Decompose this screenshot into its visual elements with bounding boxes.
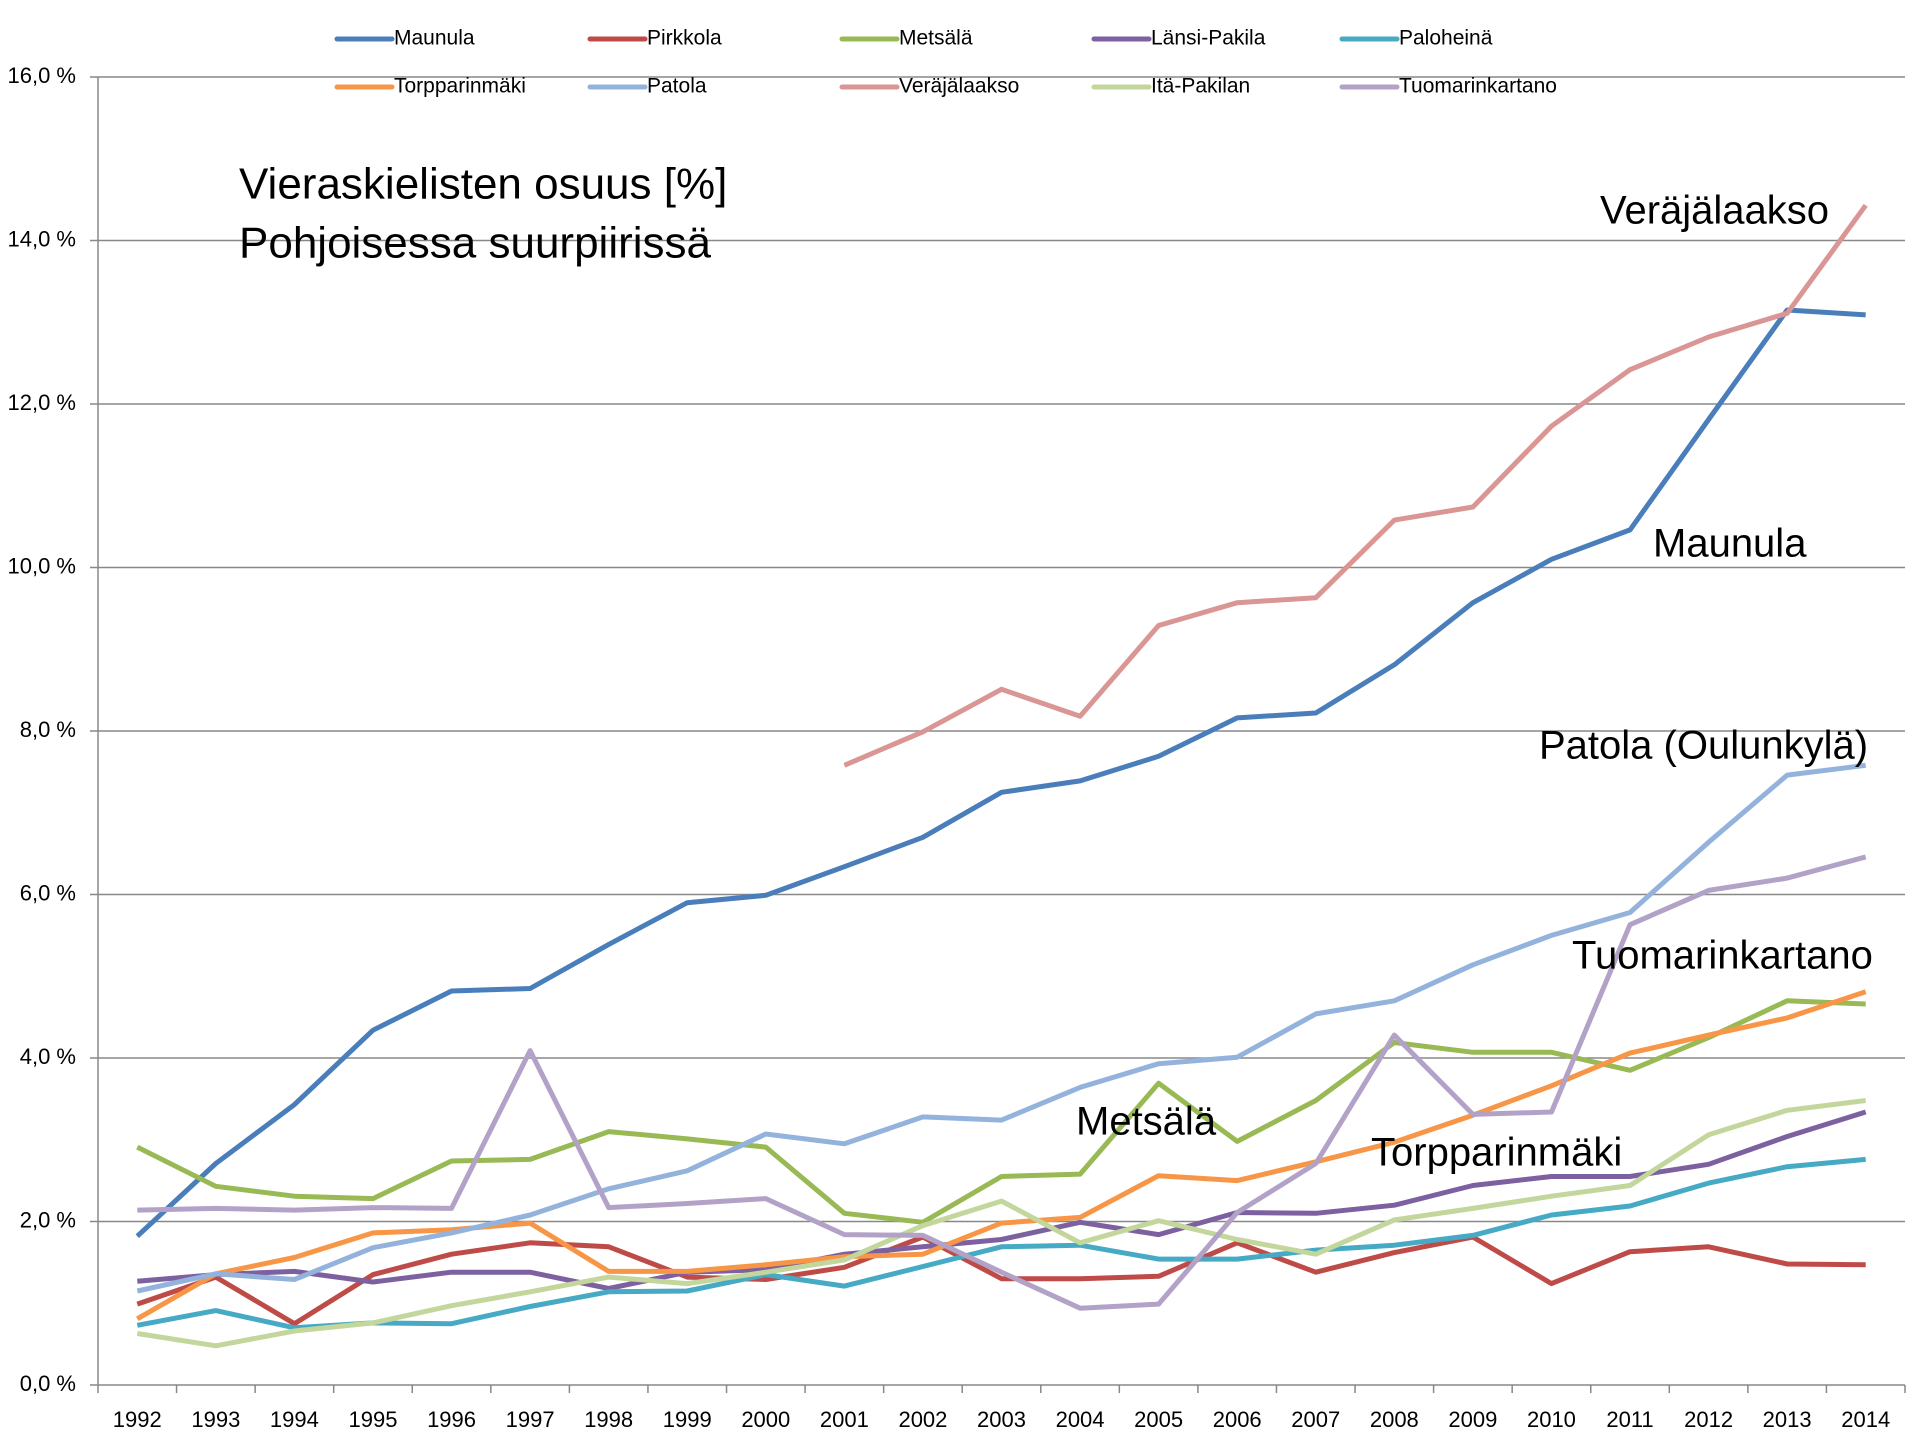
- x-tick-label: 2013: [1763, 1407, 1812, 1432]
- series-line: [136, 1234, 1866, 1327]
- x-tick-label: 2009: [1448, 1407, 1497, 1432]
- legend-label: Paloheinä: [1399, 27, 1493, 50]
- series-line: [135, 307, 1866, 1239]
- legend-label: Patola: [647, 75, 707, 98]
- x-tick-label: 2011: [1606, 1407, 1653, 1432]
- x-tick-label: 2000: [741, 1407, 790, 1432]
- x-tick-label: 1997: [506, 1407, 555, 1432]
- annotation: Tuomarinkartano: [1572, 934, 1873, 978]
- chart-title: Vieraskielisten osuus [%]: [239, 160, 727, 209]
- y-tick-label: 8,0 %: [20, 717, 76, 742]
- annotation: Metsälä: [1076, 1100, 1217, 1144]
- y-tick-label: 4,0 %: [20, 1044, 76, 1069]
- series-line: [137, 854, 1867, 1311]
- x-tick-label: 2005: [1134, 1407, 1183, 1432]
- series-line: [136, 989, 1867, 1321]
- x-tick-label: 1996: [427, 1407, 476, 1432]
- annotation: Torpparinmäki: [1371, 1131, 1622, 1175]
- series-line: [136, 1098, 1867, 1349]
- series-line: [136, 762, 1867, 1294]
- x-tick-label: 2006: [1213, 1407, 1262, 1432]
- annotation: Veräjälaakso: [1600, 189, 1829, 233]
- y-tick-label: 6,0 %: [20, 880, 76, 905]
- x-tick-label: 1999: [663, 1407, 712, 1432]
- legend-label: Veräjälaakso: [899, 75, 1019, 98]
- y-tick-label: 16,0 %: [8, 63, 77, 88]
- legend-label: Pirkkola: [647, 27, 722, 50]
- legend-label: Tuomarinkartano: [1399, 75, 1557, 98]
- x-tick-label: 2014: [1841, 1407, 1890, 1432]
- x-tick-label: 1994: [270, 1407, 319, 1432]
- x-tick-label: 2002: [898, 1407, 947, 1432]
- y-tick-label: 14,0 %: [8, 226, 77, 251]
- x-tick-label: 2004: [1056, 1407, 1105, 1432]
- x-tick-label: 2003: [977, 1407, 1026, 1432]
- y-tick-label: 12,0 %: [8, 390, 77, 415]
- annotation: Maunula: [1653, 522, 1807, 566]
- y-tick-label: 10,0 %: [8, 553, 77, 578]
- annotation: Patola (Oulunkylä): [1539, 724, 1868, 768]
- x-tick-label: 2012: [1684, 1407, 1733, 1432]
- series-line: [136, 1156, 1866, 1331]
- chart-title: Pohjoisessa suurpiirissä: [239, 219, 712, 268]
- legend-label: Maunula: [394, 27, 475, 50]
- x-tick-label: 2010: [1527, 1407, 1576, 1432]
- series-line: [136, 998, 1866, 1225]
- x-tick-label: 2001: [820, 1407, 869, 1432]
- x-tick-label: 1993: [191, 1407, 240, 1432]
- series-line: [137, 1109, 1867, 1291]
- legend-label: Torpparinmäki: [394, 75, 526, 98]
- x-tick-label: 1998: [584, 1407, 633, 1432]
- legend-label: Itä-Pakilan: [1151, 75, 1250, 98]
- legend-label: Metsälä: [899, 27, 973, 50]
- x-tick-label: 2008: [1370, 1407, 1419, 1432]
- x-tick-label: 1992: [113, 1407, 162, 1432]
- series-line: [843, 203, 1868, 768]
- x-tick-label: 1995: [349, 1407, 398, 1432]
- y-tick-label: 2,0 %: [20, 1207, 76, 1232]
- legend-label: Länsi-Pakila: [1151, 27, 1266, 50]
- y-tick-label: 0,0 %: [20, 1371, 76, 1396]
- x-tick-label: 2007: [1291, 1407, 1340, 1432]
